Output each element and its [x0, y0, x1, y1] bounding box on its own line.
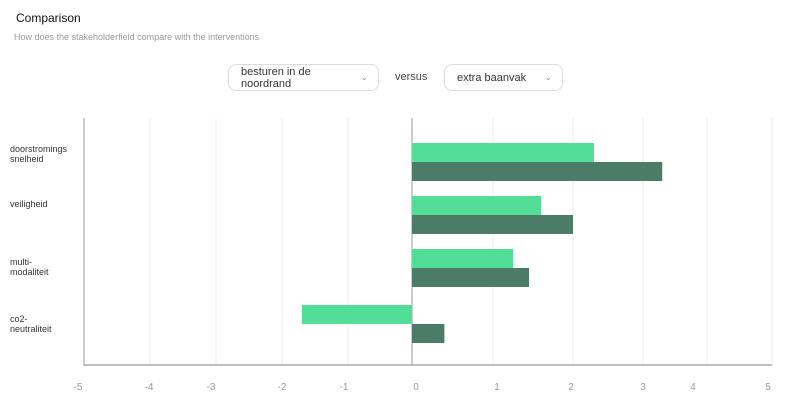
page-subtitle: How does the stakeholderfield compare wi… [14, 32, 260, 42]
bar-series-b [412, 324, 445, 343]
versus-label: versus [395, 71, 428, 83]
bar-series-b [412, 215, 573, 234]
intervention-a-select[interactable]: besturen in de noordrand ⌄ [228, 64, 379, 91]
x-tick-label: -5 [74, 382, 83, 393]
bar-series-a [412, 143, 594, 162]
page-title: Comparison [16, 11, 81, 25]
category-label-line: co2- [10, 314, 28, 324]
chevron-down-icon: ⌄ [544, 72, 552, 82]
x-tick-label: 5 [765, 382, 771, 393]
category-label-line: modaliteit [10, 267, 49, 277]
bar-series-a [301, 305, 412, 324]
intervention-a-value: besturen in de noordrand [241, 65, 311, 90]
intervention-b-value: extra baanvak [457, 71, 527, 84]
category-label: co2- neutraliteit [10, 314, 80, 334]
bar-series-b [412, 162, 663, 181]
category-label-line: snelheid [10, 154, 44, 164]
category-label: doorstromings snelheid [10, 144, 80, 164]
x-tick-label: 1 [494, 382, 500, 393]
category-label-line: doorstromings [10, 144, 68, 154]
x-tick-label: 2 [568, 382, 574, 393]
chevron-down-icon: ⌄ [360, 72, 368, 82]
x-tick-label: -3 [207, 382, 216, 393]
category-label: multi-modaliteit [10, 257, 80, 277]
x-tick-label: 4 [690, 382, 696, 393]
x-tick-label: -2 [278, 382, 287, 393]
x-tick-label: 3 [640, 382, 646, 393]
category-label: veiligheid [10, 199, 80, 209]
bar-series-a [412, 196, 541, 215]
category-label-line: multi- [10, 257, 32, 267]
intervention-b-select[interactable]: extra baanvak ⌄ [444, 64, 563, 91]
category-label-line: neutraliteit [10, 324, 52, 334]
x-tick-label: -1 [340, 382, 349, 393]
x-tick-label: 0 [413, 382, 419, 393]
x-tick-label: -4 [145, 382, 154, 393]
bar-series-b [412, 268, 529, 287]
bar-series-a [412, 249, 513, 268]
category-label-line: veiligheid [10, 199, 48, 209]
